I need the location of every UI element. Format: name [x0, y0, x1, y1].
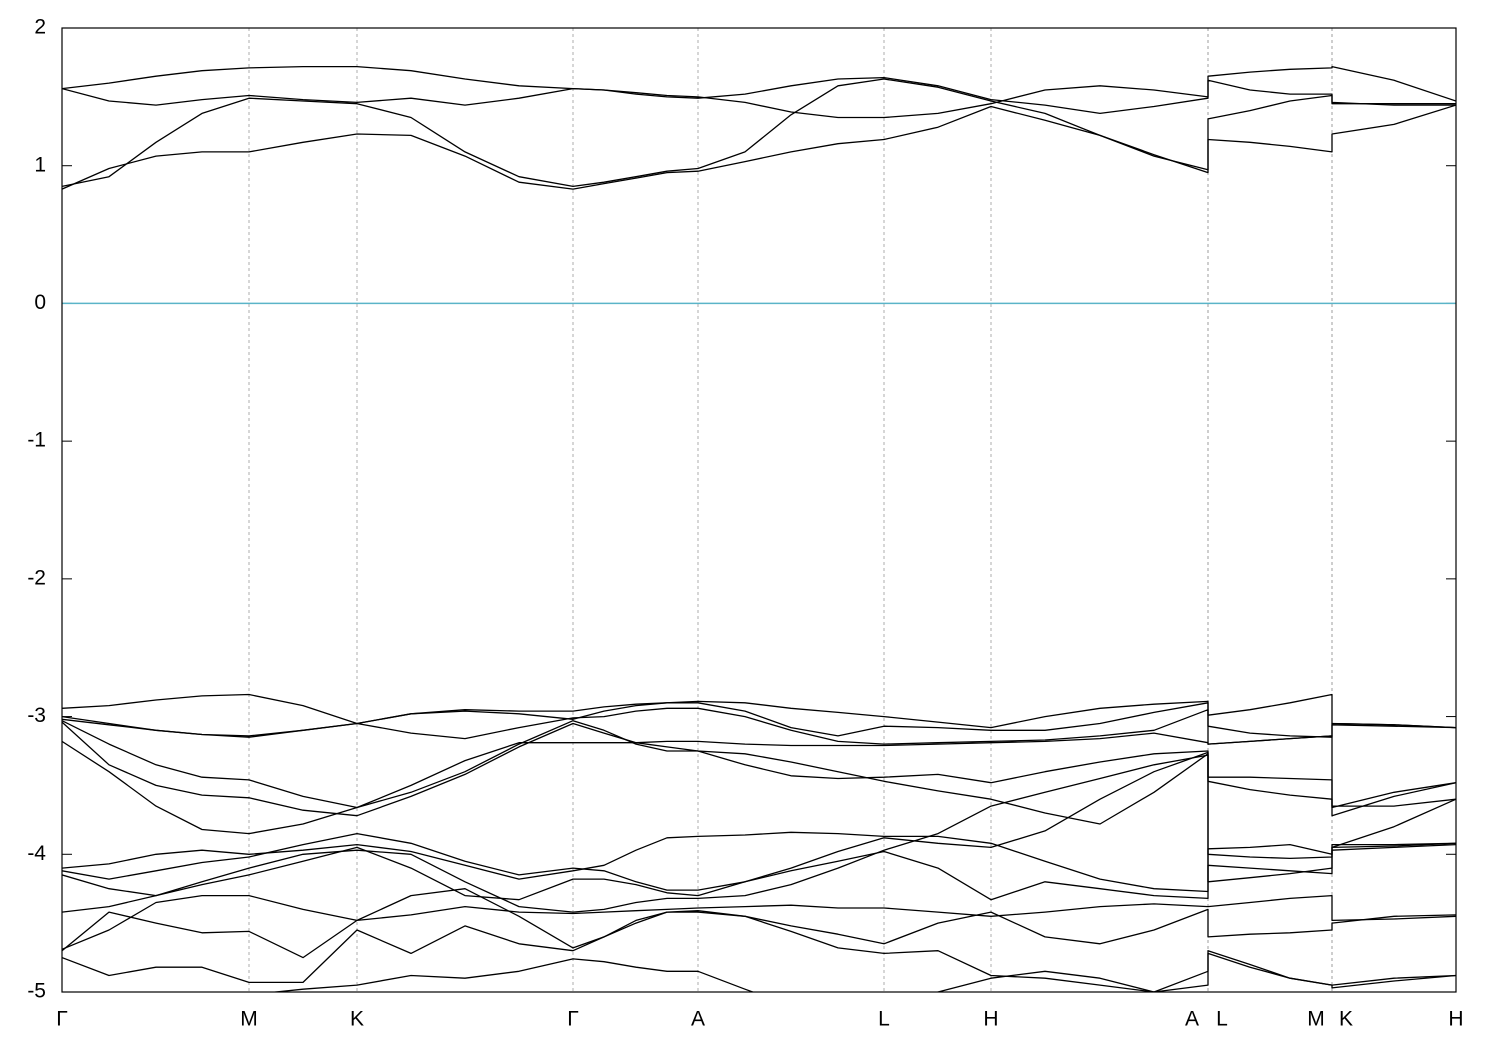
band: [62, 894, 1456, 950]
band: [62, 732, 1456, 835]
band: [62, 911, 1456, 992]
bands: [62, 65, 1456, 992]
band: [62, 104, 1456, 190]
plot-frame: [61, 27, 1457, 993]
y-tick-label: 0: [34, 291, 46, 314]
y-tick-label: -2: [27, 566, 46, 589]
band: [62, 831, 1456, 893]
band: [62, 754, 1456, 913]
band: [62, 888, 1456, 959]
band: [62, 702, 1456, 745]
x-tick-label: H: [1448, 1008, 1463, 1031]
y-tick-label: -1: [27, 429, 46, 452]
band: [62, 798, 1456, 901]
band: [62, 693, 1456, 729]
band: [62, 751, 1456, 891]
y-tick-label: 2: [34, 16, 46, 39]
x-tick-label: M: [1307, 1008, 1325, 1031]
band: [62, 65, 1456, 115]
band: [62, 78, 1456, 188]
band: [62, 721, 1456, 825]
y-tick-label: 1: [34, 153, 46, 176]
band: [62, 79, 1456, 119]
x-tick-label: K: [350, 1008, 364, 1031]
y-tick-label: -5: [27, 980, 46, 1003]
x-tick-label: K: [1339, 1008, 1353, 1031]
x-tick-label: L: [1216, 1008, 1228, 1031]
x-tick-label: L: [878, 1008, 890, 1031]
band: [62, 720, 1456, 809]
x-tick-label: Γ: [56, 1008, 68, 1031]
x-tick-label: H: [983, 1008, 998, 1031]
band: [62, 707, 1456, 745]
y-tick-label: -3: [27, 704, 46, 727]
y-tick-label: -4: [27, 842, 46, 865]
x-tick-label: M: [240, 1008, 258, 1031]
band: [269, 952, 1456, 992]
x-tick-label: A: [1185, 1008, 1199, 1031]
x-tick-label: Γ: [567, 1008, 579, 1031]
x-tick-label: A: [691, 1008, 705, 1031]
